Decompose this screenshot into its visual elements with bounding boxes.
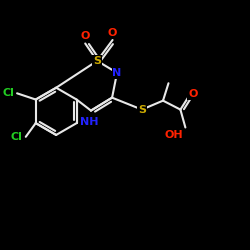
Text: OH: OH <box>165 130 184 140</box>
Text: S: S <box>138 104 146 115</box>
Text: O: O <box>188 89 198 99</box>
Text: O: O <box>80 32 90 42</box>
Text: O: O <box>108 28 117 38</box>
Text: NH: NH <box>80 117 99 127</box>
Text: N: N <box>112 68 122 78</box>
Text: S: S <box>93 56 101 66</box>
Text: Cl: Cl <box>11 132 23 142</box>
Text: Cl: Cl <box>2 88 14 98</box>
